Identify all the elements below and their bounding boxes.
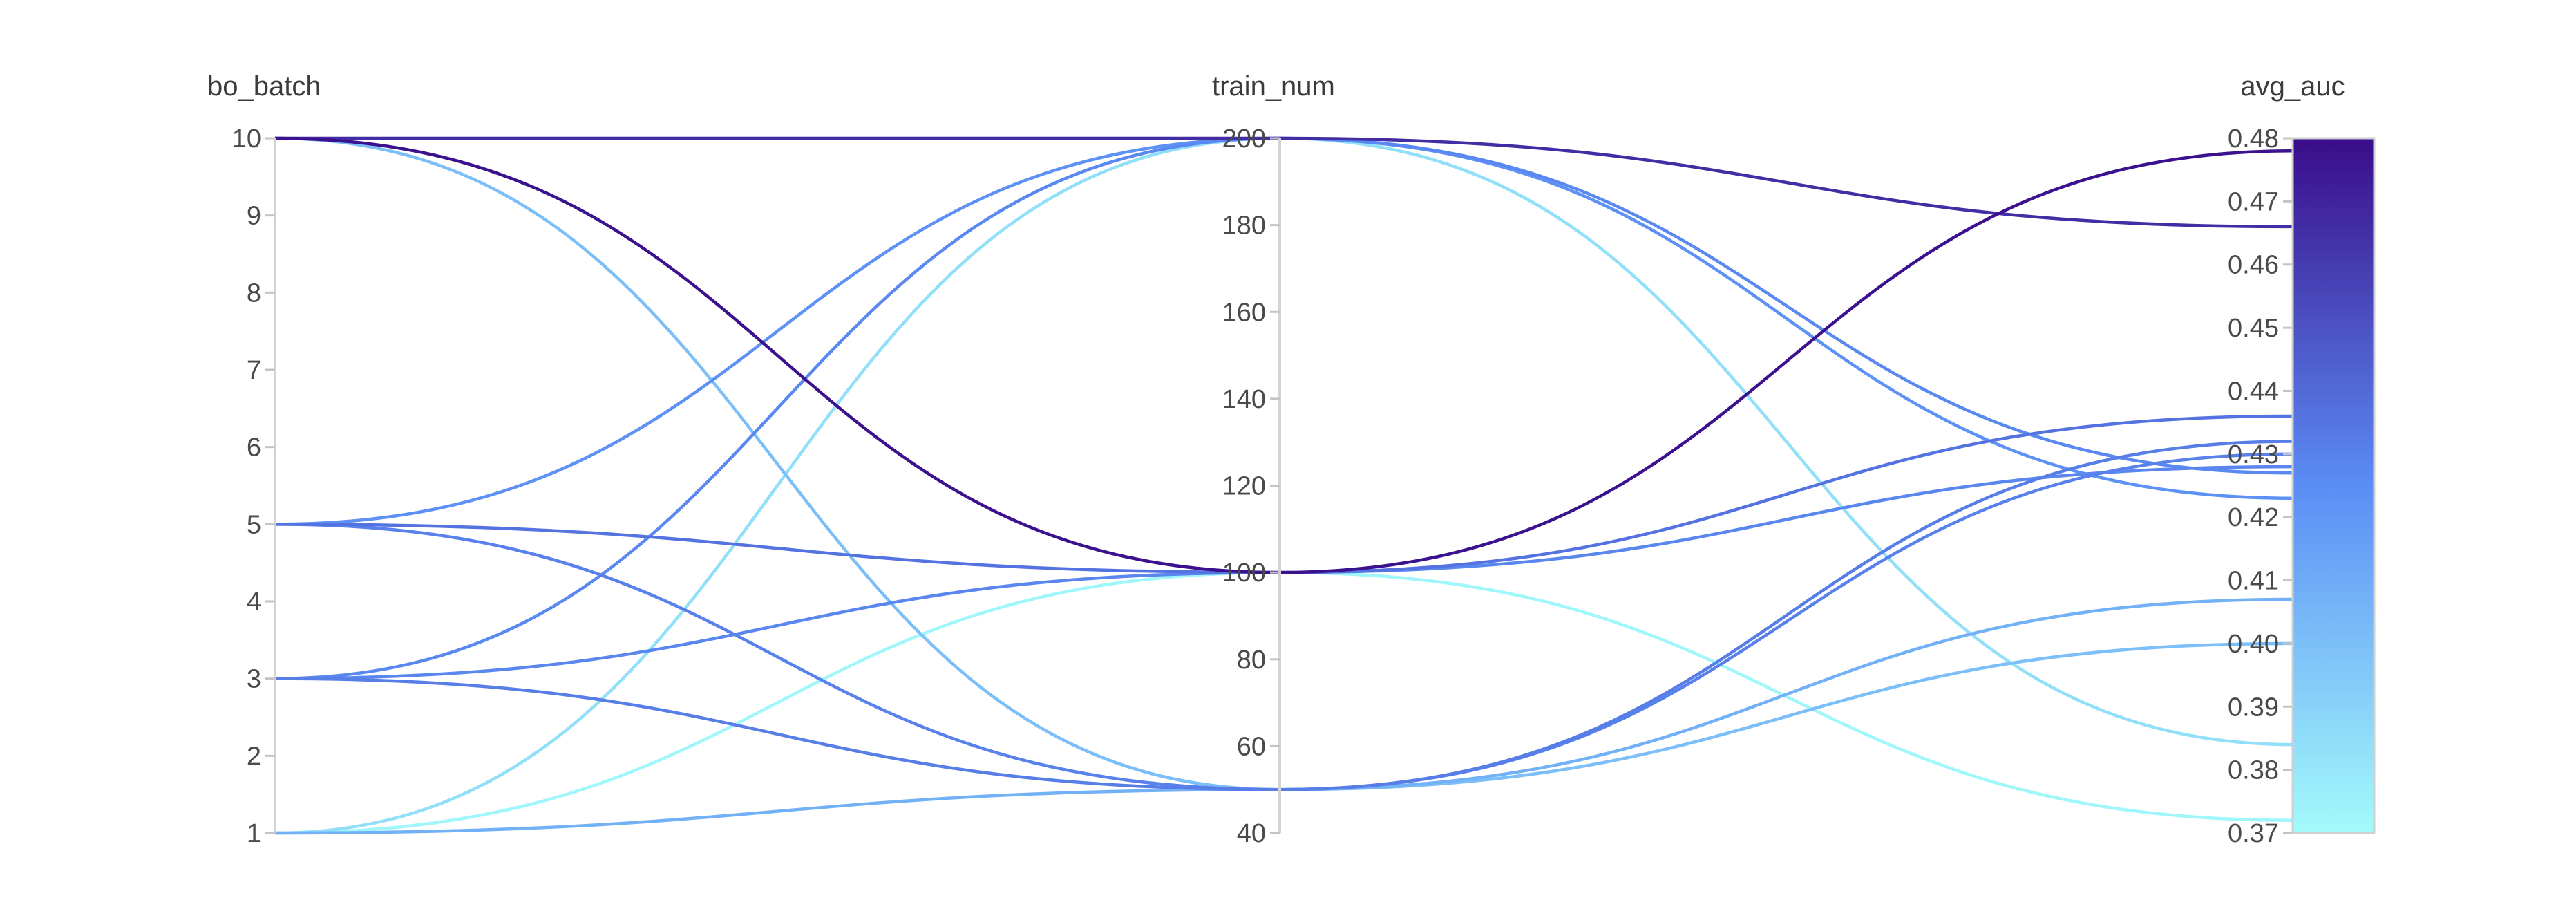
tick-label-avg_auc: 0.40 — [2228, 630, 2279, 659]
axis-title-avg_auc: avg_auc — [2240, 71, 2345, 102]
tick-label-bo_batch: 3 — [247, 665, 261, 694]
run-line[interactable] — [274, 440, 2293, 791]
tick-label-train_num: 100 — [1222, 559, 1266, 588]
tick-label-avg_auc: 0.42 — [2228, 503, 2279, 532]
tick-label-avg_auc: 0.37 — [2228, 819, 2279, 848]
tick-label-avg_auc: 0.44 — [2228, 377, 2279, 406]
tick-label-bo_batch: 4 — [247, 588, 261, 617]
axes: bo_batch 1 2 3 4 5 6 7 8 9 10 train_num 40 60 80 100 120… — [207, 71, 2345, 848]
tick-label-bo_batch: 9 — [247, 202, 261, 231]
tick-label-avg_auc: 0.41 — [2228, 567, 2279, 596]
tick-label-train_num: 40 — [1237, 819, 1266, 848]
run-line[interactable] — [274, 136, 2293, 526]
tick-label-train_num: 140 — [1222, 385, 1266, 414]
tick-label-bo_batch: 5 — [247, 510, 261, 539]
tick-label-bo_batch: 7 — [247, 356, 261, 385]
tick-label-avg_auc: 0.38 — [2228, 756, 2279, 785]
tick-label-avg_auc: 0.48 — [2228, 124, 2279, 153]
run-line[interactable] — [274, 597, 2293, 835]
tick-label-avg_auc: 0.47 — [2228, 187, 2279, 216]
tick-label-train_num: 200 — [1222, 124, 1266, 153]
tick-label-train_num: 120 — [1222, 472, 1266, 501]
run-line[interactable] — [274, 414, 2293, 574]
tick-label-train_num: 80 — [1237, 646, 1266, 675]
tick-label-avg_auc: 0.45 — [2228, 314, 2279, 343]
run-line[interactable] — [274, 570, 2293, 835]
axis-title-train_num: train_num — [1212, 71, 1335, 102]
tick-label-avg_auc: 0.43 — [2228, 440, 2279, 469]
tick-label-bo_batch: 10 — [232, 124, 261, 153]
tick-label-train_num: 60 — [1237, 732, 1266, 761]
tick-label-bo_batch: 8 — [247, 279, 261, 308]
axis-title-bo_batch: bo_batch — [207, 71, 321, 102]
tick-label-train_num: 160 — [1222, 298, 1266, 327]
tick-label-avg_auc: 0.46 — [2228, 251, 2279, 280]
run-line[interactable] — [274, 452, 2293, 791]
tick-label-bo_batch: 2 — [247, 742, 261, 771]
run-lines — [274, 136, 2293, 835]
color-bar-gradient — [2293, 138, 2374, 833]
tick-label-bo_batch: 6 — [247, 433, 261, 462]
color-bar — [2291, 137, 2376, 834]
tick-label-avg_auc: 0.39 — [2228, 693, 2279, 722]
tick-label-bo_batch: 1 — [247, 819, 261, 848]
run-line[interactable] — [274, 136, 2293, 791]
color-bar-frame — [2291, 137, 2376, 834]
run-line[interactable] — [275, 136, 2293, 229]
tick-label-train_num: 180 — [1222, 212, 1266, 241]
